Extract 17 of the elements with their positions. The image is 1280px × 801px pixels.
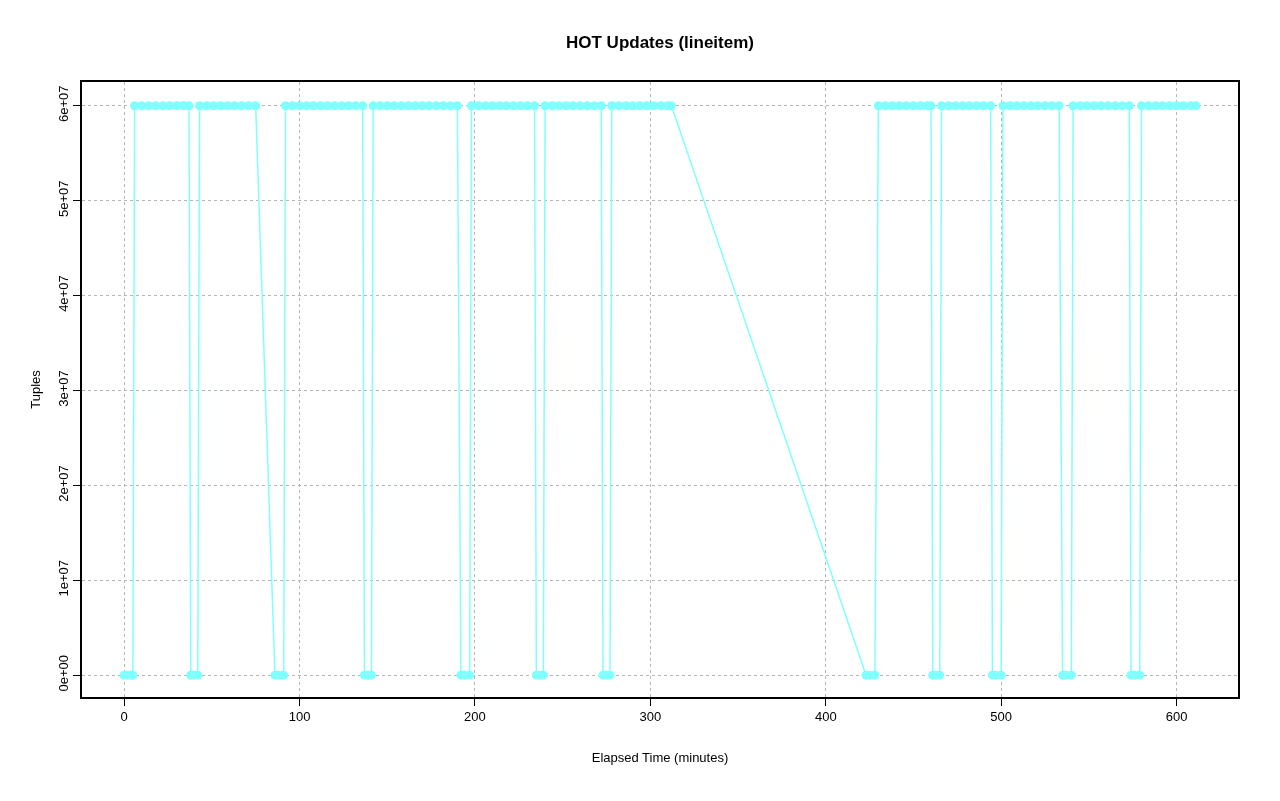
x-tick-label: 100 — [288, 709, 311, 725]
y-tick-label: 4e+07 — [56, 275, 72, 312]
y-tick-label: 0e+00 — [56, 654, 72, 692]
x-tick-label: 500 — [990, 709, 1013, 725]
chart-title: HOT Updates (lineitem) — [566, 32, 754, 52]
x-tick-label: 400 — [814, 709, 837, 725]
x-tick-label: 600 — [1165, 709, 1188, 725]
x-tick-label: 200 — [464, 709, 486, 725]
y-tick-label: 2e+07 — [56, 465, 72, 502]
x-tick-label: 300 — [639, 709, 662, 725]
x-axis-title: Elapsed Time (minutes) — [591, 750, 729, 766]
x-tick-label: 0 — [120, 709, 128, 725]
y-axis-title: Tuples — [28, 369, 44, 409]
y-tick-label: 6e+07 — [56, 85, 72, 123]
y-tick-label: 1e+07 — [56, 560, 72, 597]
y-tick-label: 3e+07 — [56, 370, 72, 407]
y-tick-label: 5e+07 — [56, 180, 72, 217]
